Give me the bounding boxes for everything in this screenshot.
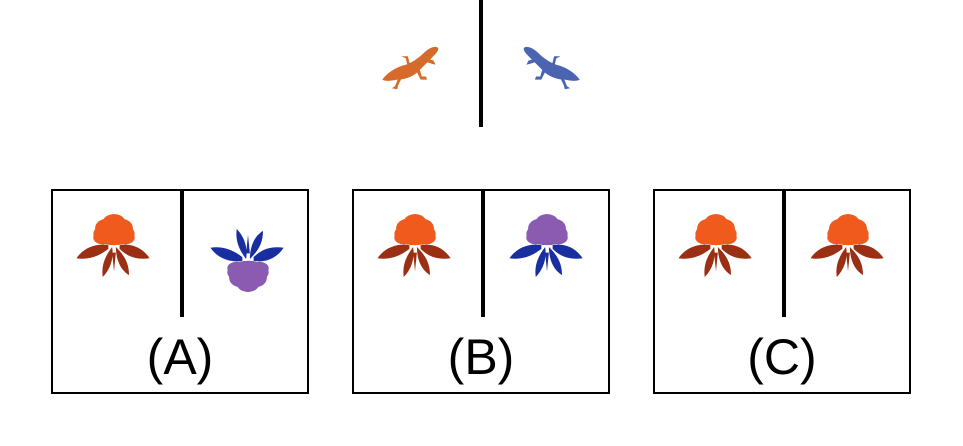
option-b-panel[interactable]: (B): [352, 189, 610, 394]
red-flower-icon: [377, 214, 451, 277]
panel-divider: [782, 191, 786, 317]
red-flower-icon: [76, 214, 150, 277]
option-c-panel[interactable]: (C): [653, 189, 911, 394]
option-label: (C): [747, 329, 817, 385]
option-label: (A): [146, 329, 214, 385]
lizard-icon: [523, 46, 580, 90]
option-a-panel[interactable]: (A): [51, 189, 309, 394]
lizard-icon: [382, 46, 439, 90]
purple-flower-icon: [509, 214, 583, 277]
option-label: (B): [447, 329, 515, 385]
red-flower-icon: [810, 214, 884, 277]
panel-divider: [481, 191, 485, 317]
panel-divider: [180, 191, 184, 317]
prompt-divider: [479, 0, 483, 127]
red-flower-icon: [678, 214, 752, 277]
purple-flower-icon: [210, 229, 284, 292]
